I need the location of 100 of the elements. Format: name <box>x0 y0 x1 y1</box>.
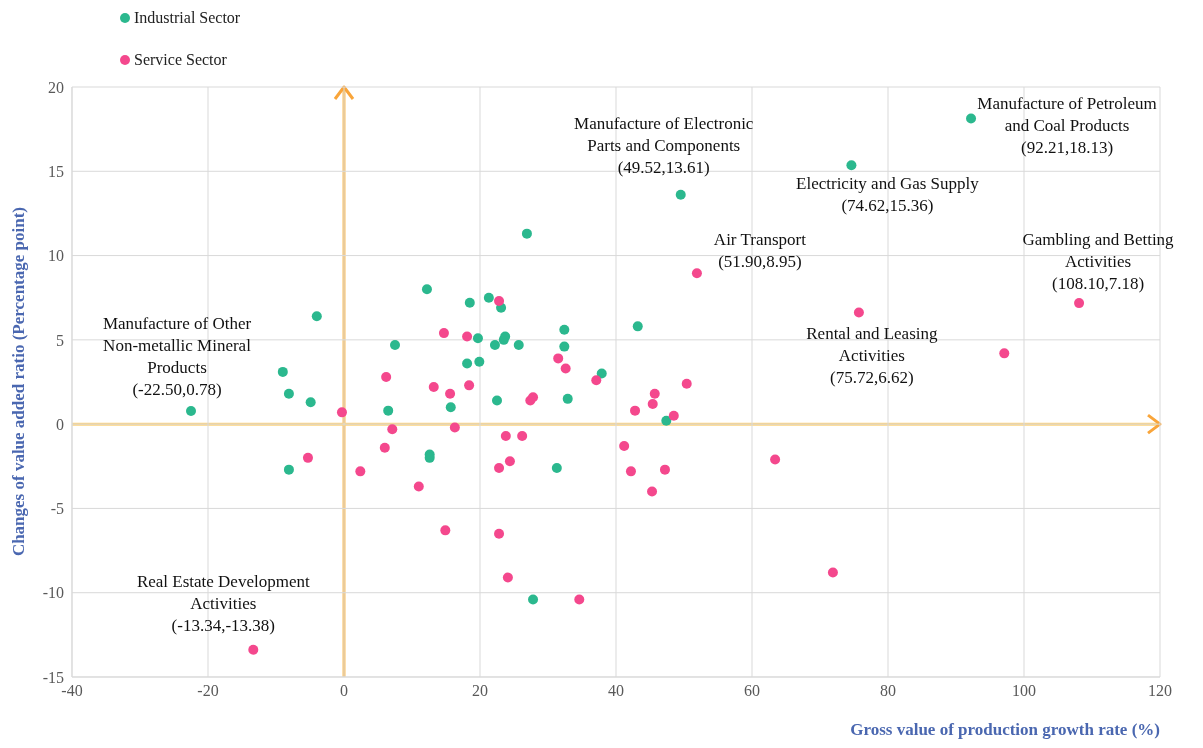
point <box>390 339 400 350</box>
point <box>551 462 562 473</box>
x-tick-label: 40 <box>608 682 624 700</box>
point <box>464 380 475 391</box>
point <box>517 430 528 441</box>
annotation: Manufacture of Petroleum and Coal Products (92.21,18.13) <box>977 93 1157 157</box>
point <box>489 339 500 350</box>
point <box>770 454 781 465</box>
point <box>827 567 838 578</box>
y-axis-title: Changes of value added ratio (Percentage point) <box>9 207 29 557</box>
annotation: Rental and Leasing Activities (75.72,6.62) <box>806 323 939 387</box>
point <box>681 378 692 389</box>
point <box>553 353 564 364</box>
y-tick-label: -5 <box>50 500 64 518</box>
point <box>381 371 392 382</box>
x-tick-label: 120 <box>1148 682 1172 700</box>
point <box>619 441 630 452</box>
x-tick-label: -20 <box>197 682 219 700</box>
annotation: Manufacture of Other Non-metallic Mineral Products (-22.50,0.78) <box>102 313 252 399</box>
point <box>379 442 390 453</box>
point <box>521 228 532 239</box>
point <box>562 393 573 404</box>
point <box>853 307 864 318</box>
point <box>647 398 658 409</box>
point <box>387 424 398 435</box>
point <box>283 464 294 475</box>
point <box>502 572 513 583</box>
x-tick-label: 0 <box>340 682 348 700</box>
annotation: Manufacture of Electronic Parts and Components (49.52,13.61) <box>574 113 754 177</box>
point <box>492 395 502 406</box>
point <box>483 292 494 303</box>
point <box>474 356 485 367</box>
point <box>421 284 432 295</box>
point <box>383 405 394 416</box>
point <box>999 348 1010 359</box>
annotation: Air Transport (51.90,8.95) <box>713 230 807 272</box>
point <box>513 339 524 350</box>
point <box>691 268 702 279</box>
point <box>591 375 602 386</box>
point <box>625 466 636 477</box>
point <box>283 388 294 399</box>
point <box>438 328 449 339</box>
point <box>1074 298 1085 309</box>
y-tick-label: 0 <box>56 415 64 433</box>
point <box>500 430 511 441</box>
legend-label: Industrial Sector <box>134 9 241 27</box>
x-tick-label: 80 <box>880 682 896 700</box>
y-tick-label: -15 <box>42 668 64 686</box>
point <box>494 296 505 307</box>
point <box>528 594 539 605</box>
point <box>668 410 679 421</box>
point <box>302 452 313 463</box>
point <box>675 189 686 200</box>
annotation: Electricity and Gas Supply (74.62,15.36) <box>796 174 980 216</box>
point <box>659 464 670 475</box>
point <box>186 405 196 416</box>
point <box>649 388 660 399</box>
x-tick-label: 100 <box>1012 682 1036 700</box>
y-tick-label: 5 <box>56 331 64 349</box>
point <box>462 331 473 342</box>
y-tick-label: 10 <box>48 247 64 265</box>
point <box>661 415 672 426</box>
annotation: Gambling and Betting Activities (108.10,7.18) <box>1022 230 1175 294</box>
x-axis-title: Gross value of production growth rate (%) <box>850 720 1160 740</box>
point <box>440 525 451 536</box>
point <box>428 382 439 393</box>
y-tick-label: 20 <box>48 78 64 96</box>
point <box>355 466 366 477</box>
point <box>472 333 483 344</box>
point <box>966 113 977 124</box>
point <box>445 388 456 399</box>
y-tick-label: 15 <box>48 162 64 180</box>
x-tick-label: -40 <box>61 682 83 700</box>
x-tick-label: 60 <box>744 682 760 700</box>
point <box>630 405 641 416</box>
point <box>336 407 347 418</box>
point <box>413 481 424 492</box>
point <box>248 644 259 655</box>
point <box>277 366 288 377</box>
point <box>449 422 460 433</box>
point <box>504 456 515 467</box>
point <box>560 363 571 374</box>
point <box>445 402 456 413</box>
annotation: Real Estate Development Activities (-13.34,-13.38) <box>136 571 310 635</box>
point <box>559 341 570 352</box>
point <box>462 358 473 369</box>
point <box>647 486 658 497</box>
y-tick-label: -10 <box>42 584 64 602</box>
point <box>494 528 505 539</box>
point <box>311 311 322 322</box>
point <box>494 462 505 473</box>
point <box>305 397 316 408</box>
legend-label: Service Sector <box>134 51 227 69</box>
point <box>846 160 857 171</box>
point <box>574 594 585 605</box>
point <box>596 368 607 379</box>
point <box>559 324 570 335</box>
point <box>464 297 475 308</box>
point <box>632 321 643 332</box>
x-tick-label: 20 <box>472 682 488 700</box>
